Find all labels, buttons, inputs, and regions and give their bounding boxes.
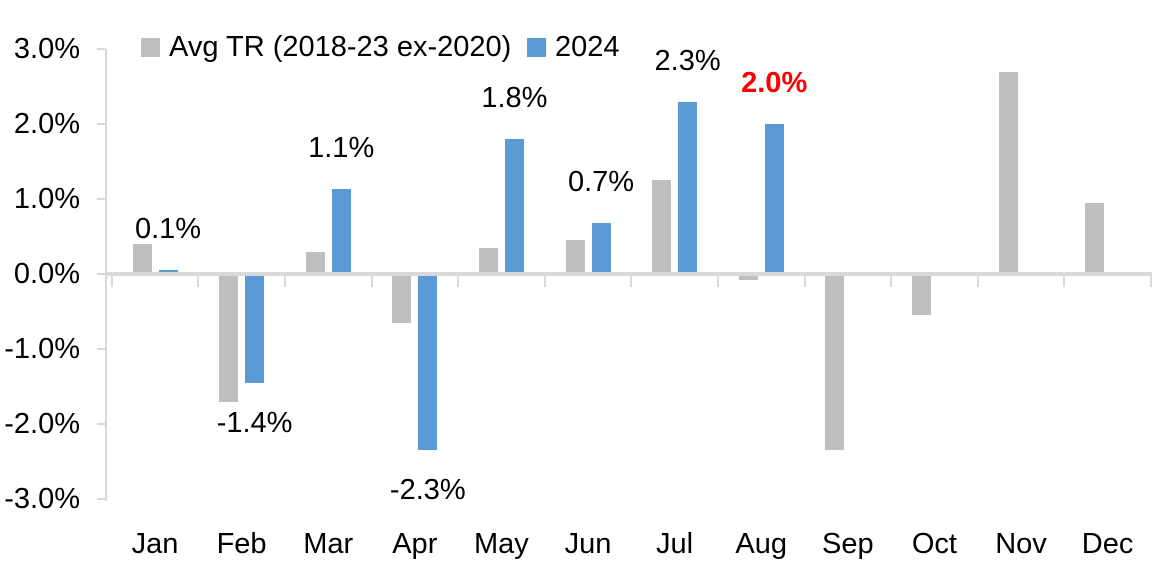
x-axis-label-dec: Dec	[1081, 528, 1134, 560]
bar-avg-tr-apr	[392, 274, 412, 323]
y-axis-label--1.0%: -1.0%	[4, 333, 80, 365]
bar-avg-tr-dec	[1085, 202, 1105, 274]
value-label-2024-feb: -1.4%	[216, 406, 293, 439]
x-axis-zero-line	[105, 272, 1152, 276]
x-axis-label-nov: Nov	[995, 528, 1047, 560]
bar-avg-tr-sep	[825, 274, 845, 451]
x-axis-label-sep: Sep	[821, 528, 874, 560]
bar-2024-aug	[764, 124, 784, 274]
value-label-2024-mar: 1.1%	[308, 132, 375, 165]
y-axis-tick	[97, 348, 105, 350]
legend-swatch-2024	[527, 38, 546, 57]
bar-2024-apr	[418, 274, 438, 451]
x-axis-label-jun: Jun	[564, 528, 612, 560]
bar-2024-jun	[591, 223, 611, 274]
x-axis-tick	[716, 276, 719, 287]
x-axis-tick	[890, 276, 893, 287]
x-axis-tick	[457, 276, 460, 287]
x-axis-tick	[1063, 276, 1066, 287]
x-axis-tick	[630, 276, 633, 287]
bar-avg-tr-mar	[305, 251, 325, 274]
value-label-2024-apr: -2.3%	[389, 474, 466, 507]
x-axis-tick	[543, 276, 546, 287]
y-axis-label-0.0%: 0.0%	[13, 258, 80, 290]
x-axis-label-apr: Apr	[392, 528, 438, 560]
bar-avg-tr-may	[478, 247, 498, 274]
x-axis-tick	[1149, 276, 1152, 287]
x-axis-tick	[370, 276, 373, 287]
bar-2024-jul	[678, 101, 698, 274]
value-label-2024-may: 1.8%	[481, 82, 548, 114]
x-axis-tick	[197, 276, 200, 287]
x-axis-label-jul: Jul	[656, 528, 694, 560]
bar-avg-tr-feb	[219, 274, 239, 402]
bar-avg-tr-jan	[132, 244, 152, 274]
x-axis-label-aug: Aug	[735, 528, 787, 560]
y-axis-label-2.0%: 2.0%	[13, 108, 80, 140]
y-axis-label--2.0%: -2.0%	[4, 408, 80, 440]
y-axis-label-1.0%: 1.0%	[13, 183, 80, 215]
bar-2024-may	[504, 139, 524, 274]
bar-avg-tr-oct	[911, 274, 931, 316]
y-axis-tick	[97, 423, 105, 425]
y-axis-tick	[97, 498, 105, 500]
legend-label-avg-tr: Avg TR (2018-23 ex-2020)	[169, 31, 512, 63]
legend-label-2024: 2024	[555, 31, 620, 63]
legend-swatch-avg-tr	[141, 38, 160, 57]
value-label-2024-jun: 0.7%	[567, 166, 635, 198]
bar-avg-tr-aug	[738, 274, 758, 280]
bar-2024-feb	[245, 274, 265, 383]
y-axis-tick	[97, 123, 105, 125]
x-axis-tick	[976, 276, 979, 287]
y-axis-tick	[97, 273, 105, 275]
y-axis-label-3.0%: 3.0%	[13, 33, 80, 65]
value-label-2024-jul: 2.3%	[654, 44, 721, 77]
y-axis-tick	[97, 198, 105, 200]
bar-avg-tr-nov	[998, 71, 1018, 274]
legend-item-2024: 2024	[527, 33, 620, 62]
x-axis-tick	[283, 276, 286, 287]
value-label-2024-jan: 0.1%	[134, 213, 202, 246]
x-axis-tick	[110, 276, 113, 287]
value-label-2024-aug: 2.0%	[741, 67, 808, 99]
y-axis-tick	[97, 48, 105, 50]
x-axis-label-jan: Jan	[131, 528, 179, 560]
legend: Avg TR (2018-23 ex-2020) 2024	[0, 33, 1152, 62]
x-axis-label-feb: Feb	[216, 528, 267, 560]
bar-2024-mar	[331, 189, 351, 274]
bar-avg-tr-jun	[565, 240, 585, 274]
legend-item-avg-tr: Avg TR (2018-23 ex-2020)	[141, 33, 511, 62]
x-axis-label-oct: Oct	[911, 528, 957, 560]
x-axis-tick	[803, 276, 806, 287]
y-axis-label--3.0%: -3.0%	[4, 483, 80, 515]
bar-avg-tr-jul	[652, 180, 672, 274]
x-axis-label-may: May	[473, 528, 529, 560]
x-axis-label-mar: Mar	[303, 528, 354, 560]
